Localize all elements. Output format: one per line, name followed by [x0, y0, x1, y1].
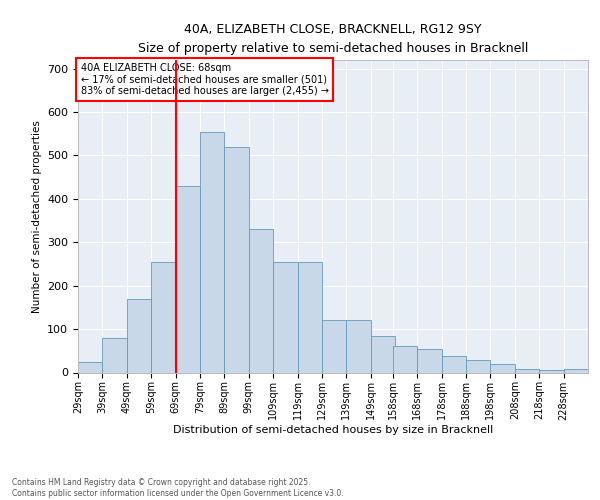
Bar: [273, 262, 298, 372]
X-axis label: Distribution of semi-detached houses by size in Bracknell: Distribution of semi-detached houses by …: [173, 425, 493, 435]
Bar: [78, 362, 103, 372]
Bar: [249, 230, 273, 372]
Bar: [322, 320, 346, 372]
Bar: [200, 132, 224, 372]
Text: 40A ELIZABETH CLOSE: 68sqm
← 17% of semi-detached houses are smaller (501)
83% o: 40A ELIZABETH CLOSE: 68sqm ← 17% of semi…: [80, 63, 329, 96]
Title: 40A, ELIZABETH CLOSE, BRACKNELL, RG12 9SY
Size of property relative to semi-deta: 40A, ELIZABETH CLOSE, BRACKNELL, RG12 9S…: [138, 22, 528, 54]
Bar: [442, 356, 466, 372]
Bar: [515, 369, 539, 372]
Bar: [298, 262, 322, 372]
Bar: [151, 262, 176, 372]
Bar: [417, 348, 442, 372]
Bar: [103, 338, 127, 372]
Bar: [346, 320, 371, 372]
Bar: [563, 369, 588, 372]
Y-axis label: Number of semi-detached properties: Number of semi-detached properties: [32, 120, 41, 312]
Bar: [224, 147, 249, 372]
Bar: [490, 364, 515, 372]
Bar: [176, 186, 200, 372]
Text: Contains HM Land Registry data © Crown copyright and database right 2025.
Contai: Contains HM Land Registry data © Crown c…: [12, 478, 344, 498]
Bar: [127, 298, 151, 372]
Bar: [539, 370, 563, 372]
Bar: [466, 360, 490, 372]
Bar: [371, 336, 395, 372]
Bar: [393, 346, 417, 372]
